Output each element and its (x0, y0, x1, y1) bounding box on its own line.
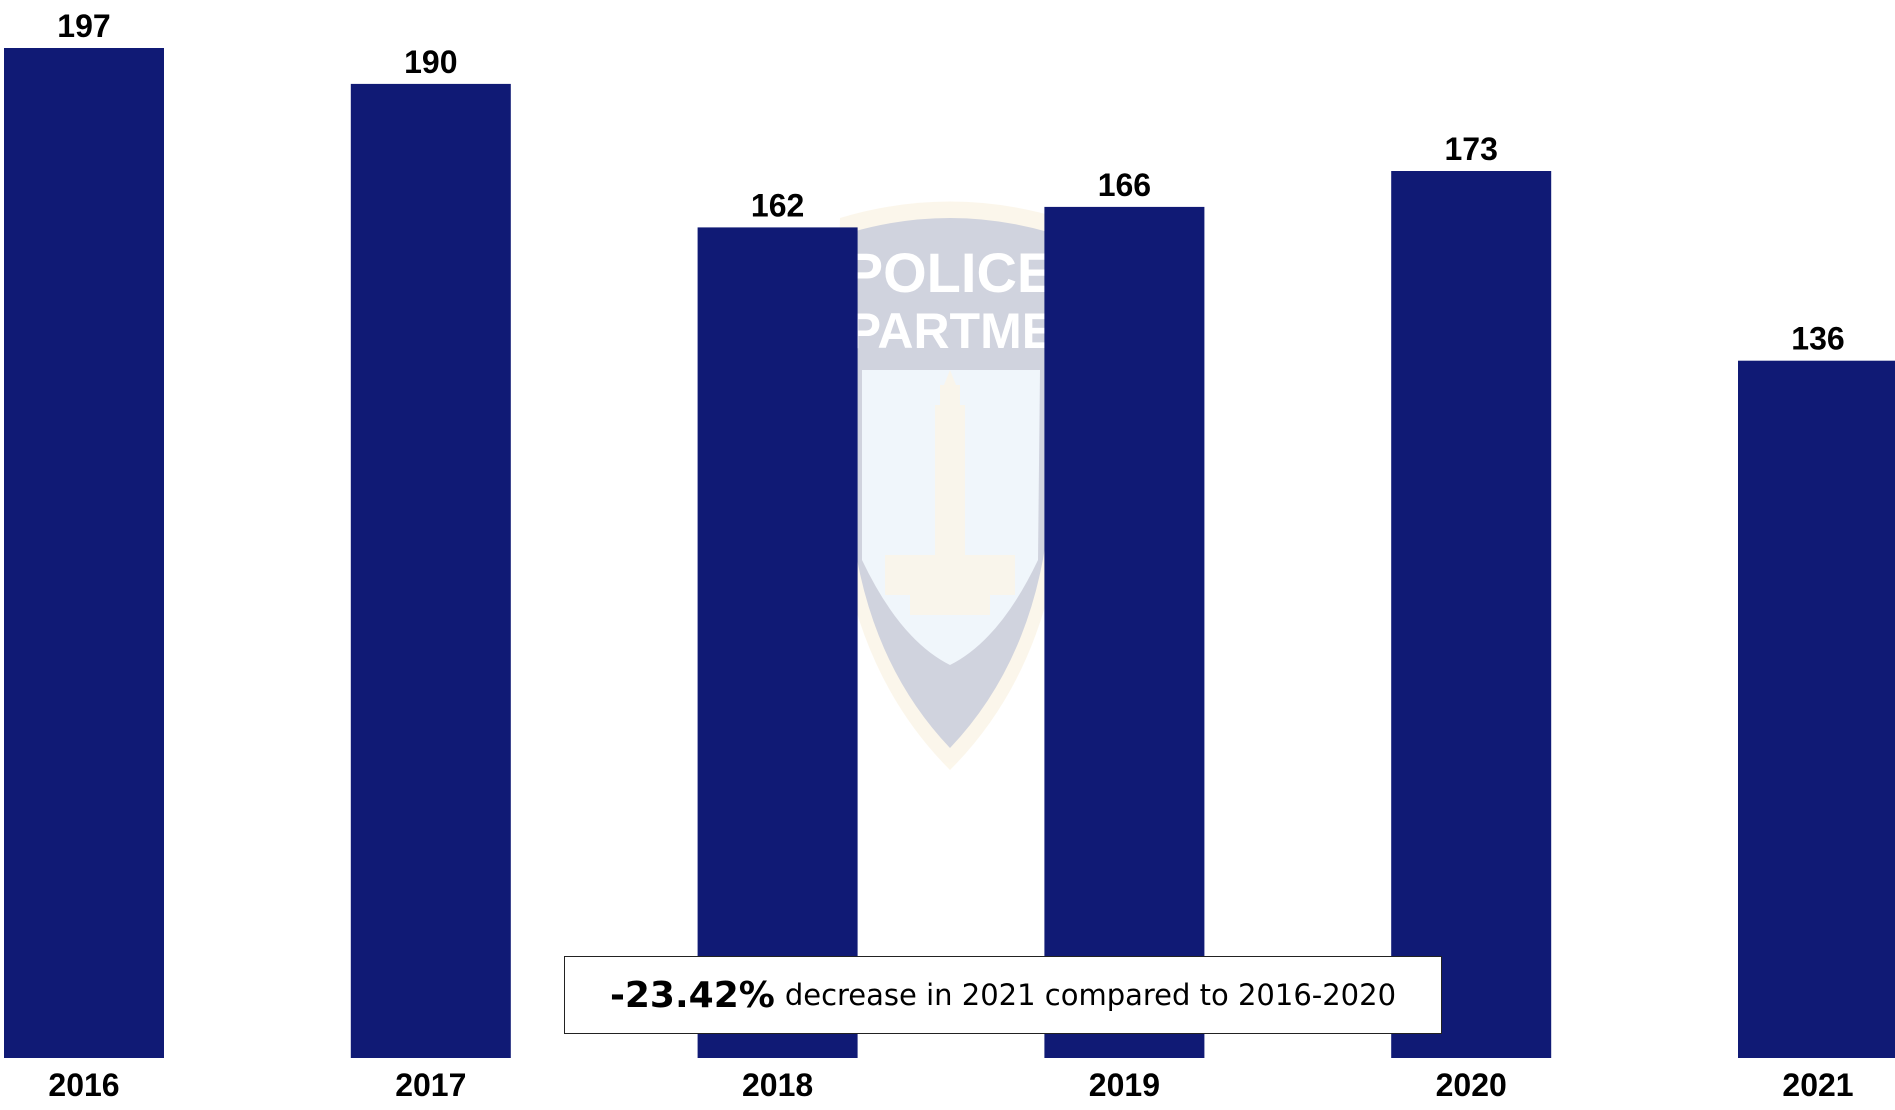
x-tick-label-2016: 2016 (48, 1067, 119, 1103)
data-label-2020: 173 (1445, 131, 1498, 167)
data-label-2021: 136 (1791, 321, 1844, 357)
data-labels: 197 190 162 166 173 136 (57, 8, 1844, 357)
data-label-2017: 190 (404, 44, 457, 80)
x-axis-tick-labels: 2016 2017 2018 2019 2020 2021 (48, 1067, 1853, 1103)
bar-2021 (1738, 360, 1895, 1058)
x-tick-label-2019: 2019 (1089, 1067, 1160, 1103)
data-label-2016: 197 (57, 8, 110, 44)
bar-2016 (4, 48, 164, 1058)
x-tick-label-2017: 2017 (395, 1067, 466, 1103)
data-label-2018: 162 (751, 187, 804, 223)
x-tick-label-2021: 2021 (1782, 1067, 1853, 1103)
data-label-2019: 166 (1098, 167, 1151, 203)
decrease-callout: -23.42% decrease in 2021 compared to 201… (564, 956, 1442, 1034)
bar-2018 (697, 227, 858, 1058)
bar-2017 (350, 83, 511, 1058)
x-tick-label-2018: 2018 (742, 1067, 813, 1103)
bar-2019 (1044, 206, 1205, 1058)
callout-percentage: -23.42% (609, 974, 775, 1016)
bar-2020 (1391, 171, 1552, 1058)
bars (4, 48, 1895, 1058)
callout-text: decrease in 2021 compared to 2016-2020 (784, 978, 1397, 1012)
police-badge-icon: POLICE DEPARTMENT (778, 201, 1122, 770)
watermark-text-1: POLICE (846, 241, 1054, 304)
x-tick-label-2020: 2020 (1436, 1067, 1507, 1103)
